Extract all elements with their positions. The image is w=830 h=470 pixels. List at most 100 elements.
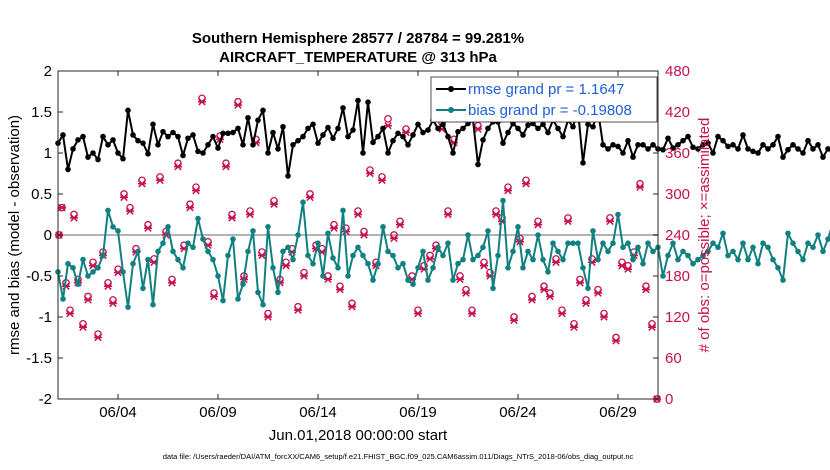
bias-point xyxy=(105,207,111,214)
bias-point xyxy=(735,256,741,263)
rmse-point xyxy=(555,125,561,132)
rmse-point xyxy=(245,114,251,121)
legend-bias-marker xyxy=(448,107,454,113)
obs-assimilated-point xyxy=(228,214,236,222)
obs-assimilated-point xyxy=(94,333,102,342)
bias-point xyxy=(100,252,106,259)
obs-assimilated-point xyxy=(510,316,518,325)
rmse-point xyxy=(215,145,221,151)
bias-point xyxy=(355,244,361,251)
obs-assimilated-point xyxy=(300,272,308,280)
obs-assimilated-point xyxy=(156,176,164,185)
bias-point xyxy=(775,265,781,271)
obs-assimilated-point xyxy=(66,309,74,318)
rmse-point xyxy=(625,137,631,144)
bias-point xyxy=(460,256,466,263)
obs-assimilated-point xyxy=(109,299,117,308)
right-tick-label: 360 xyxy=(665,145,690,162)
rmse-point xyxy=(145,151,151,157)
rmse-point xyxy=(725,143,731,150)
obs-assimilated-point xyxy=(336,285,344,294)
obs-assimilated-point xyxy=(624,265,632,273)
bias-point xyxy=(170,248,176,255)
obs-assimilated-point xyxy=(648,323,656,331)
rmse-point xyxy=(135,137,141,144)
bias-point xyxy=(180,265,186,271)
right-tick-label: 180 xyxy=(665,268,690,285)
obs-assimilated-point xyxy=(504,186,512,195)
rmse-point xyxy=(230,129,236,136)
rmse-point xyxy=(605,146,611,152)
rmse-point xyxy=(560,133,566,140)
rmse-point xyxy=(155,142,161,148)
left-tick-label: 1.5 xyxy=(31,104,52,121)
left-tick-label: -1 xyxy=(39,309,52,326)
rmse-point xyxy=(115,150,121,156)
bias-point xyxy=(565,240,571,246)
bias-point xyxy=(470,256,476,263)
rmse-point xyxy=(80,133,86,140)
rmse-point xyxy=(760,142,766,148)
bias-point xyxy=(635,244,641,251)
obs-assimilated-point xyxy=(522,180,530,188)
rmse-point xyxy=(700,142,706,148)
bias-point xyxy=(115,228,121,234)
rmse-point xyxy=(770,142,776,148)
bias-point xyxy=(320,273,326,279)
obs-assimilated-point xyxy=(324,275,332,284)
rmse-point xyxy=(685,133,691,140)
legend-rmse-label: rmse grand pr = 1.1647 xyxy=(468,81,624,98)
bias-point xyxy=(415,265,421,271)
right-axis-ticks: 0 60 120 180 240 300 360 420 480 xyxy=(653,63,690,408)
rmse-point xyxy=(270,129,276,136)
obs-assimilated-point xyxy=(618,262,626,270)
rmse-point xyxy=(665,135,671,142)
rmse-point xyxy=(240,142,246,148)
bias-point xyxy=(75,281,81,288)
rmse-point xyxy=(340,105,346,111)
bias-point xyxy=(615,211,621,218)
rmse-point xyxy=(150,121,156,128)
obs-assimilated-point xyxy=(138,180,146,188)
rmse-point xyxy=(820,154,826,160)
legend-box xyxy=(430,76,658,123)
rmse-point xyxy=(175,133,181,140)
x-tick-label: 06/24 xyxy=(499,404,537,421)
rmse-point xyxy=(815,142,821,148)
bias-point xyxy=(595,256,601,263)
bias-point xyxy=(560,256,566,263)
rmse-point xyxy=(395,130,401,137)
rmse-point xyxy=(615,143,621,150)
bias-point xyxy=(420,248,426,255)
rmse-point xyxy=(710,150,716,156)
obs-assimilated-point xyxy=(186,203,194,212)
rmse-point xyxy=(225,130,231,137)
bias-point xyxy=(605,248,611,255)
obs-assimilated-point xyxy=(552,258,560,267)
obs-assimilated-point xyxy=(348,303,356,311)
left-tick-label: -1.5 xyxy=(26,350,52,367)
rmse-point xyxy=(415,121,421,128)
bias-point xyxy=(160,240,166,246)
rmse-point xyxy=(235,125,241,132)
bias-point xyxy=(610,240,616,246)
bias-point xyxy=(265,224,271,230)
obs-assimilated-point xyxy=(396,221,404,229)
bias-point xyxy=(345,273,351,279)
rmse-point xyxy=(350,127,356,133)
bias-point xyxy=(720,230,726,237)
obs-assimilated-point xyxy=(570,323,578,331)
obs-assimilated-point xyxy=(462,289,470,297)
rmse-point xyxy=(435,125,441,132)
rmse-point xyxy=(570,123,576,130)
obs-assimilated-point xyxy=(360,231,368,239)
rmse-point xyxy=(280,123,286,130)
bias-point xyxy=(205,248,211,255)
bias-point xyxy=(785,230,791,237)
bias-point xyxy=(280,248,286,255)
rmse-point xyxy=(195,148,201,155)
obs-assimilated-point xyxy=(222,162,230,171)
rmse-point xyxy=(810,146,816,152)
obs-assimilated-point xyxy=(126,207,134,215)
bias-point xyxy=(630,256,636,263)
